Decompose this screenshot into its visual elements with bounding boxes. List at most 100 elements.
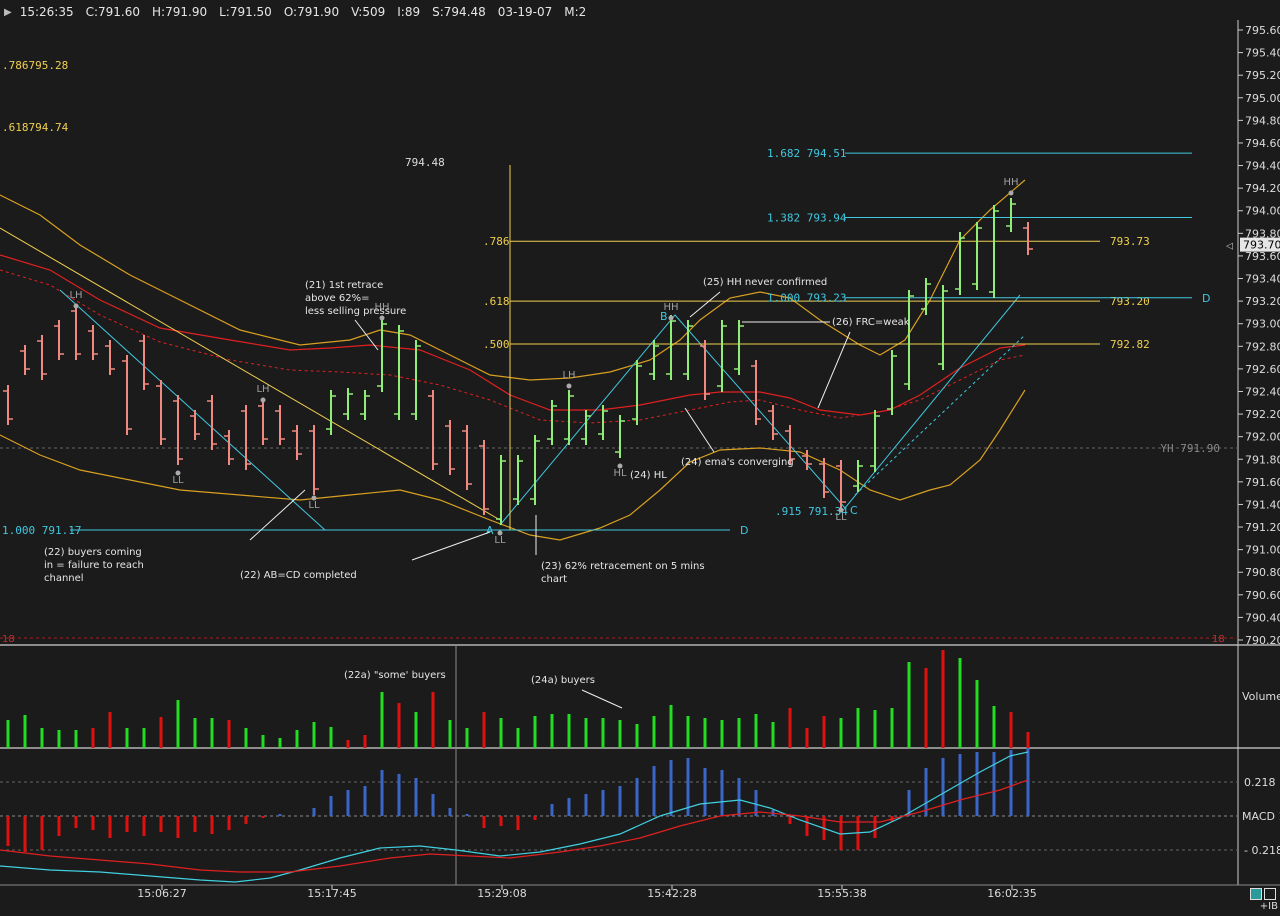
pivot-dot: [379, 315, 385, 321]
channel-line-cyan: [59, 289, 326, 531]
macd-histogram-bar: [142, 816, 146, 836]
pivot-label: LL: [494, 535, 506, 546]
price-bar: [173, 395, 183, 465]
price-bar: [768, 405, 778, 440]
price-bar: [156, 380, 166, 445]
left-fib-label: .786795.28: [2, 59, 68, 72]
price-tick-label: 793.00: [1245, 318, 1280, 331]
price-bar: [904, 290, 914, 390]
price-bar: [836, 460, 846, 508]
volume-bar: [244, 728, 248, 748]
macd-line: [0, 751, 1029, 883]
volume-bar: [499, 718, 503, 748]
macd-histogram-bar: [635, 778, 639, 816]
price-tick-label: 794.80: [1245, 114, 1280, 127]
annotation-21-pointer: [354, 319, 379, 351]
volume-bar: [227, 720, 231, 748]
annotation-25: (25) HH never confirmed: [703, 277, 827, 288]
volume-bar: [125, 728, 129, 748]
pivot-label: HH: [374, 302, 389, 313]
macd-histogram-bar: [448, 808, 452, 816]
volume-bar: [992, 706, 996, 748]
annotation-24a: (24a) buyers: [531, 675, 595, 686]
annotation-22-buyers: channel: [44, 573, 84, 584]
volume-bar: [737, 718, 741, 748]
header-interval: I:89: [397, 5, 421, 19]
price-bar: [513, 455, 523, 505]
price-bar: [972, 222, 982, 290]
volume-bar: [703, 718, 707, 748]
pivot-label: LL: [308, 500, 320, 511]
price-bar: [564, 390, 574, 445]
volume-bar: [261, 735, 265, 748]
macd-histogram-bar: [176, 816, 180, 838]
macd-histogram-bar: [380, 770, 384, 816]
volume-bar: [210, 718, 214, 748]
price-bar: [292, 425, 302, 460]
fib-right-label: 1.382 793.94: [767, 212, 847, 225]
macd-histogram-bar: [805, 816, 809, 836]
price-bar: [1023, 222, 1033, 255]
volume-bar: [652, 716, 656, 748]
macd-histogram-bar: [567, 798, 571, 816]
price-bar: [700, 340, 710, 400]
price-bar: [734, 320, 744, 375]
annotation-23: (23) 62% retracement on 5 mins: [541, 561, 705, 572]
header-time: 15:26:35: [19, 5, 74, 19]
volume-bar: [465, 728, 469, 748]
price-bar: [989, 205, 999, 298]
volume-bar: [74, 730, 78, 748]
downtrend-line-yellow: [0, 227, 501, 521]
time-tick-label: 15:29:08: [477, 887, 526, 900]
macd-histogram-bar: [312, 808, 316, 816]
panel-toggle-button-2[interactable]: [1264, 888, 1276, 900]
volume-bar: [975, 680, 979, 748]
pivot-dot: [838, 507, 844, 513]
volume-bar: [57, 730, 61, 748]
volume-label: Volume: [1242, 690, 1280, 703]
fib-right-label: .915 791.34: [775, 505, 848, 518]
price-tick-label: 791.80: [1245, 453, 1280, 466]
macd-signal-line: [0, 779, 1029, 873]
annotation-22-pointer: [249, 489, 306, 541]
price-bar: [190, 410, 200, 440]
price-tick-label: 794.00: [1245, 205, 1280, 218]
price-bar: [938, 285, 948, 370]
volume-bar: [805, 728, 809, 748]
pivot-dot: [260, 397, 266, 403]
volume-bar: [193, 718, 197, 748]
time-tick-label: 15:55:38: [817, 887, 866, 900]
price-bar: [955, 232, 965, 295]
volume-bar: [448, 720, 452, 748]
price-tick-label: 791.00: [1245, 544, 1280, 557]
annotation-26: (26) FRC=weak: [832, 317, 910, 328]
price-bar: [496, 455, 506, 525]
volume-bar: [635, 724, 639, 748]
macd-histogram-bar: [958, 754, 962, 816]
volume-bar: [567, 714, 571, 748]
macd-histogram-bar: [91, 816, 95, 830]
macd-histogram-bar: [57, 816, 61, 836]
volume-bar: [295, 730, 299, 748]
price-tick-label: 794.20: [1245, 182, 1280, 195]
time-tick-label: 15:42:28: [647, 887, 696, 900]
fib-mid-label: .500: [483, 338, 510, 351]
panel-toggle-button-1[interactable]: [1250, 888, 1262, 900]
macd-histogram-bar: [23, 816, 27, 852]
point-c-label: C: [850, 504, 858, 517]
macd-histogram-bar: [227, 816, 231, 830]
price-tick-label: 792.60: [1245, 363, 1280, 376]
macd-histogram-bar: [873, 816, 877, 838]
menu-arrow-icon[interactable]: ▶: [4, 6, 12, 18]
point-a-label: A: [486, 524, 494, 537]
price-bar: [105, 340, 115, 375]
level-794-48-label: 794.48: [405, 156, 445, 169]
volume-bar: [91, 728, 95, 748]
price-bar: [411, 340, 421, 420]
volume-bar: [397, 703, 401, 748]
price-bar: [394, 325, 404, 420]
bottom-limit-label-left: 18: [2, 634, 15, 645]
annotation-21: above 62%=: [305, 293, 369, 304]
corner-buttons: [1250, 888, 1276, 900]
